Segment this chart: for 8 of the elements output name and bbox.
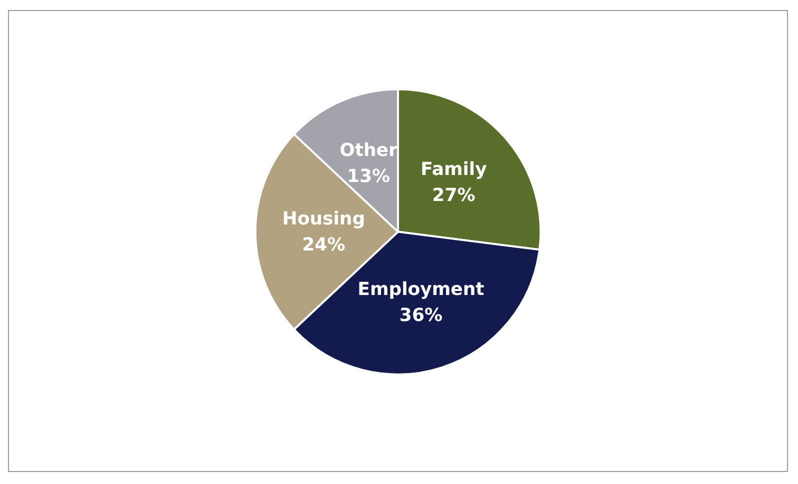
data-label: 36% — [399, 304, 443, 326]
data-label: 24% — [302, 234, 346, 256]
slice-label: Other — [340, 140, 398, 162]
slice-label: Employment — [358, 278, 485, 300]
slice-label: Housing — [282, 208, 366, 230]
data-label: 13% — [346, 166, 390, 188]
data-label: 27% — [432, 185, 476, 206]
slice-label: Family — [420, 159, 488, 180]
